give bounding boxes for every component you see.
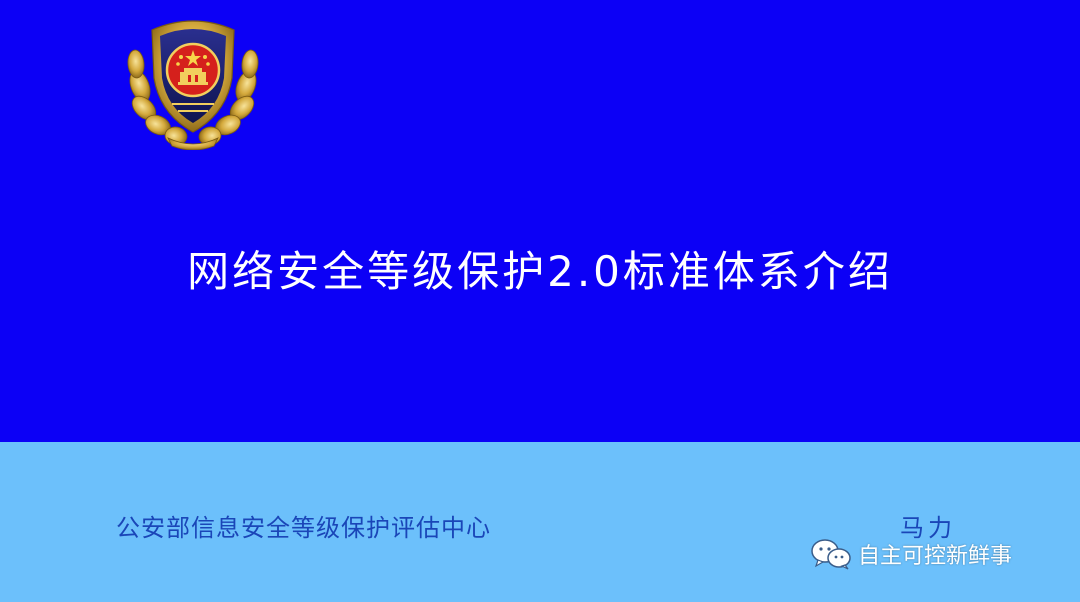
organization-name: 公安部信息安全等级保护评估中心 bbox=[116, 514, 491, 542]
watermark-text: 自主可控新鲜事 bbox=[858, 544, 1013, 569]
wechat-watermark: 自主可控新鲜事 bbox=[810, 536, 1012, 572]
wechat-icon bbox=[811, 539, 851, 570]
author-name: 马力 bbox=[900, 514, 956, 542]
slide-title: 网络安全等级保护2.0标准体系介绍 bbox=[187, 247, 893, 296]
slide-footer-panel bbox=[0, 442, 1080, 602]
police-emblem-icon bbox=[127, 20, 259, 150]
